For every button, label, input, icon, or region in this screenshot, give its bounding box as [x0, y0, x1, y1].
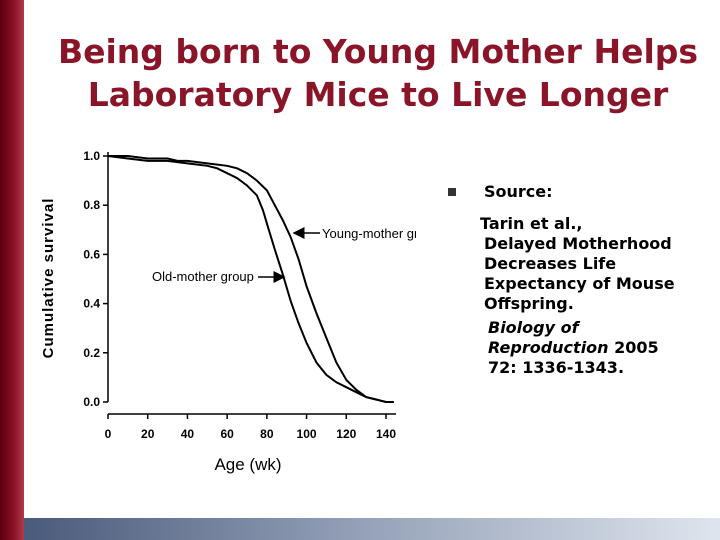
chart-series	[107, 155, 394, 403]
young-mother-annotation: Young-mother group	[322, 226, 416, 241]
x-axis-label: Age (wk)	[214, 455, 281, 474]
x-tick-label: 0	[105, 427, 112, 441]
y-tick-label: 0.8	[83, 198, 100, 212]
bullet-square-icon	[448, 188, 456, 196]
y-tick-label: 0.4	[83, 297, 100, 311]
y-tick-label: 1.0	[83, 149, 100, 163]
source-paper-title-line-2: Decreases Life	[484, 254, 617, 273]
x-tick-label: 80	[260, 427, 274, 441]
young-mother-line	[108, 155, 394, 403]
chart-annotations: Young-mother group Old-mother group	[152, 226, 416, 284]
source-journal: Biology of Reproduction 2005 72: 1336-13…	[484, 318, 710, 378]
source-heading: Source:	[484, 182, 553, 201]
chart-ticks: 0.0 0.2 0.4 0.6 0.8 1.0 0 20 40 60 80 100 120 140	[83, 149, 396, 441]
x-tick-label: 100	[297, 427, 317, 441]
slide-title-line-2: Laboratory Mice to Live Longer	[87, 75, 669, 114]
old-mother-annotation: Old-mother group	[152, 269, 254, 284]
source-journal-line-2: Reproduction	[488, 338, 609, 357]
y-tick-label: 0.6	[83, 247, 100, 261]
source-year: 2005	[614, 338, 659, 357]
source-block: Source: Tarin et al., Delayed Motherhood…	[440, 182, 710, 378]
source-paper-title-line-3: Expectancy of Mouse	[484, 274, 675, 293]
survival-chart: 0.0 0.2 0.4 0.6 0.8 1.0 0 20 40 60 80 100 120 140 You…	[40, 149, 416, 474]
source-journal-line-1: Biology of	[488, 318, 579, 337]
source-volume-pages: 72: 1336-1343.	[488, 358, 625, 377]
y-tick-label: 0.2	[83, 346, 100, 360]
left-accent-bar	[0, 0, 24, 540]
x-tick-label: 20	[141, 427, 155, 441]
source-citation: Tarin et al., Delayed Motherhood Decreas…	[480, 214, 710, 378]
x-tick-label: 60	[220, 427, 234, 441]
bottom-accent-bar	[24, 518, 720, 540]
source-authors: Tarin et al.,	[480, 214, 583, 233]
source-paper-title-line-1: Delayed Motherhood	[484, 234, 672, 253]
slide-title: Being born to Young Mother Helps Laborat…	[40, 30, 716, 116]
y-tick-label: 0.0	[83, 395, 100, 409]
x-tick-label: 140	[376, 427, 396, 441]
x-tick-label: 40	[181, 427, 195, 441]
slide-title-line-1: Being born to Young Mother Helps	[57, 32, 699, 71]
chart-axes	[107, 152, 396, 415]
x-tick-label: 120	[336, 427, 356, 441]
y-axis-label: Cumulative survival	[40, 198, 57, 359]
source-paper-title-line-4: Offspring.	[484, 294, 574, 313]
old-mother-line	[107, 155, 387, 403]
